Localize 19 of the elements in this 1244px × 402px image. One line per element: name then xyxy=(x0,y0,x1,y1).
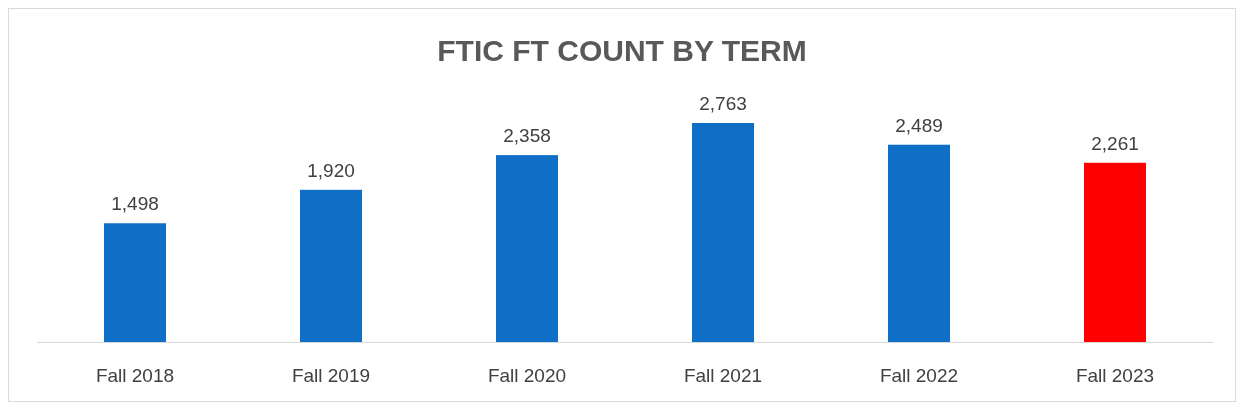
data-label: 2,489 xyxy=(895,114,943,136)
x-tick-label: Fall 2021 xyxy=(683,365,763,386)
data-label: 2,763 xyxy=(699,93,747,114)
x-tick-label: Fall 2023 xyxy=(1075,365,1155,386)
bar xyxy=(496,155,558,342)
bar xyxy=(300,189,362,342)
data-label: 1,498 xyxy=(111,193,159,215)
data-label: 2,261 xyxy=(1091,132,1139,154)
data-label: 2,358 xyxy=(503,125,551,147)
x-tick-label: Fall 2022 xyxy=(879,365,959,386)
x-tick-label: Fall 2020 xyxy=(487,365,567,386)
bar xyxy=(692,123,754,342)
data-label: 1,920 xyxy=(307,159,355,181)
x-tick-label: Fall 2019 xyxy=(291,365,371,386)
bar xyxy=(1084,162,1146,342)
chart-title: FTIC FT COUNT BY TERM xyxy=(437,34,807,67)
bar xyxy=(888,144,950,342)
x-tick-label: Fall 2018 xyxy=(95,365,175,386)
bar xyxy=(104,223,166,342)
